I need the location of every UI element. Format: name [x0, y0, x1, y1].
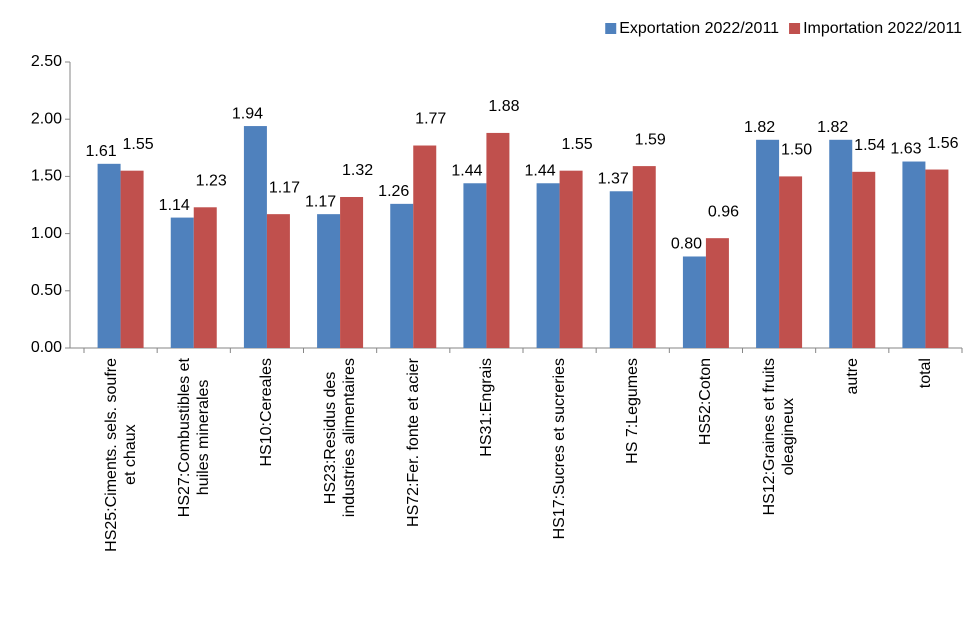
x-tick-label: HS52:Coton [697, 358, 715, 446]
x-tick-label: HS31:Engrais [477, 358, 495, 457]
bar [243, 126, 267, 349]
y-tick-label: 0.50 [31, 282, 62, 299]
x-tick-label: HS17:Sucres et sucreries [551, 358, 569, 540]
data-label: 1.50 [781, 142, 812, 159]
bar [340, 196, 364, 348]
bar [632, 166, 656, 348]
bar [120, 170, 144, 348]
bar [536, 183, 560, 348]
x-tick-label: HS72:Fer. fonte et acier [404, 358, 422, 527]
bar [463, 183, 487, 348]
data-label: 1.82 [744, 119, 775, 136]
data-label: 1.44 [451, 162, 482, 179]
bar [829, 139, 853, 348]
y-tick-label: 1.00 [31, 225, 62, 242]
y-tick-label: 2.00 [31, 110, 62, 127]
bar [852, 171, 876, 348]
x-tick-label: HS 7:Legumes [624, 358, 642, 464]
bar [413, 145, 437, 348]
data-label: 1.61 [86, 143, 117, 160]
y-tick-label: 1.50 [31, 168, 62, 185]
bar [902, 161, 926, 348]
data-label: 1.63 [890, 141, 921, 158]
legend-swatch [789, 23, 801, 34]
legend-swatch [605, 23, 617, 34]
bar [682, 256, 706, 348]
data-label: 1.56 [927, 135, 958, 152]
bar [266, 214, 290, 348]
data-label: 1.32 [342, 162, 373, 179]
legend-label: Importation 2022/2011 [803, 20, 962, 37]
bar [779, 176, 803, 348]
data-label: 0.80 [671, 236, 702, 253]
data-label: 1.17 [305, 193, 336, 210]
bar [193, 207, 217, 348]
data-label: 1.82 [817, 119, 848, 136]
data-label: 1.94 [232, 105, 263, 122]
y-tick-label: 0.00 [31, 339, 62, 356]
data-label: 1.23 [196, 173, 227, 190]
data-label: 1.26 [378, 183, 409, 200]
bar [486, 132, 510, 348]
legend-label: Exportation 2022/2011 [619, 20, 779, 37]
data-label: 1.44 [525, 162, 556, 179]
bar [97, 163, 121, 348]
data-label: 1.37 [598, 170, 629, 187]
data-label: 1.54 [854, 137, 885, 154]
x-tick-label: autre [843, 358, 861, 395]
y-tick-label: 2.50 [31, 53, 62, 70]
bar [925, 169, 949, 348]
x-tick-label: HS10:Cereales [258, 358, 276, 467]
bar [559, 170, 583, 348]
x-tick-label: HS23:Residus des industries alimentaires [322, 358, 359, 518]
bar [170, 217, 194, 348]
bar [705, 238, 729, 348]
data-label: 1.88 [488, 98, 519, 115]
x-tick-label: HS27:Combustibles et huiles minerales [175, 358, 212, 518]
x-tick-label: total [916, 358, 934, 389]
bar [317, 214, 341, 348]
data-label: 1.77 [415, 111, 446, 128]
data-label: 1.17 [269, 179, 300, 196]
bar [756, 139, 780, 348]
data-label: 0.96 [708, 203, 739, 220]
data-label: 1.59 [635, 131, 666, 148]
bar [609, 191, 633, 348]
data-label: 1.14 [159, 197, 190, 214]
x-tick-label: HS25:Ciments. sels. soufre et chaux [102, 358, 139, 552]
data-label: 1.55 [123, 136, 154, 153]
data-label: 1.55 [562, 136, 593, 153]
x-tick-label: HS12:Graines et fruits oleagineux [761, 358, 798, 516]
bar [390, 203, 414, 348]
